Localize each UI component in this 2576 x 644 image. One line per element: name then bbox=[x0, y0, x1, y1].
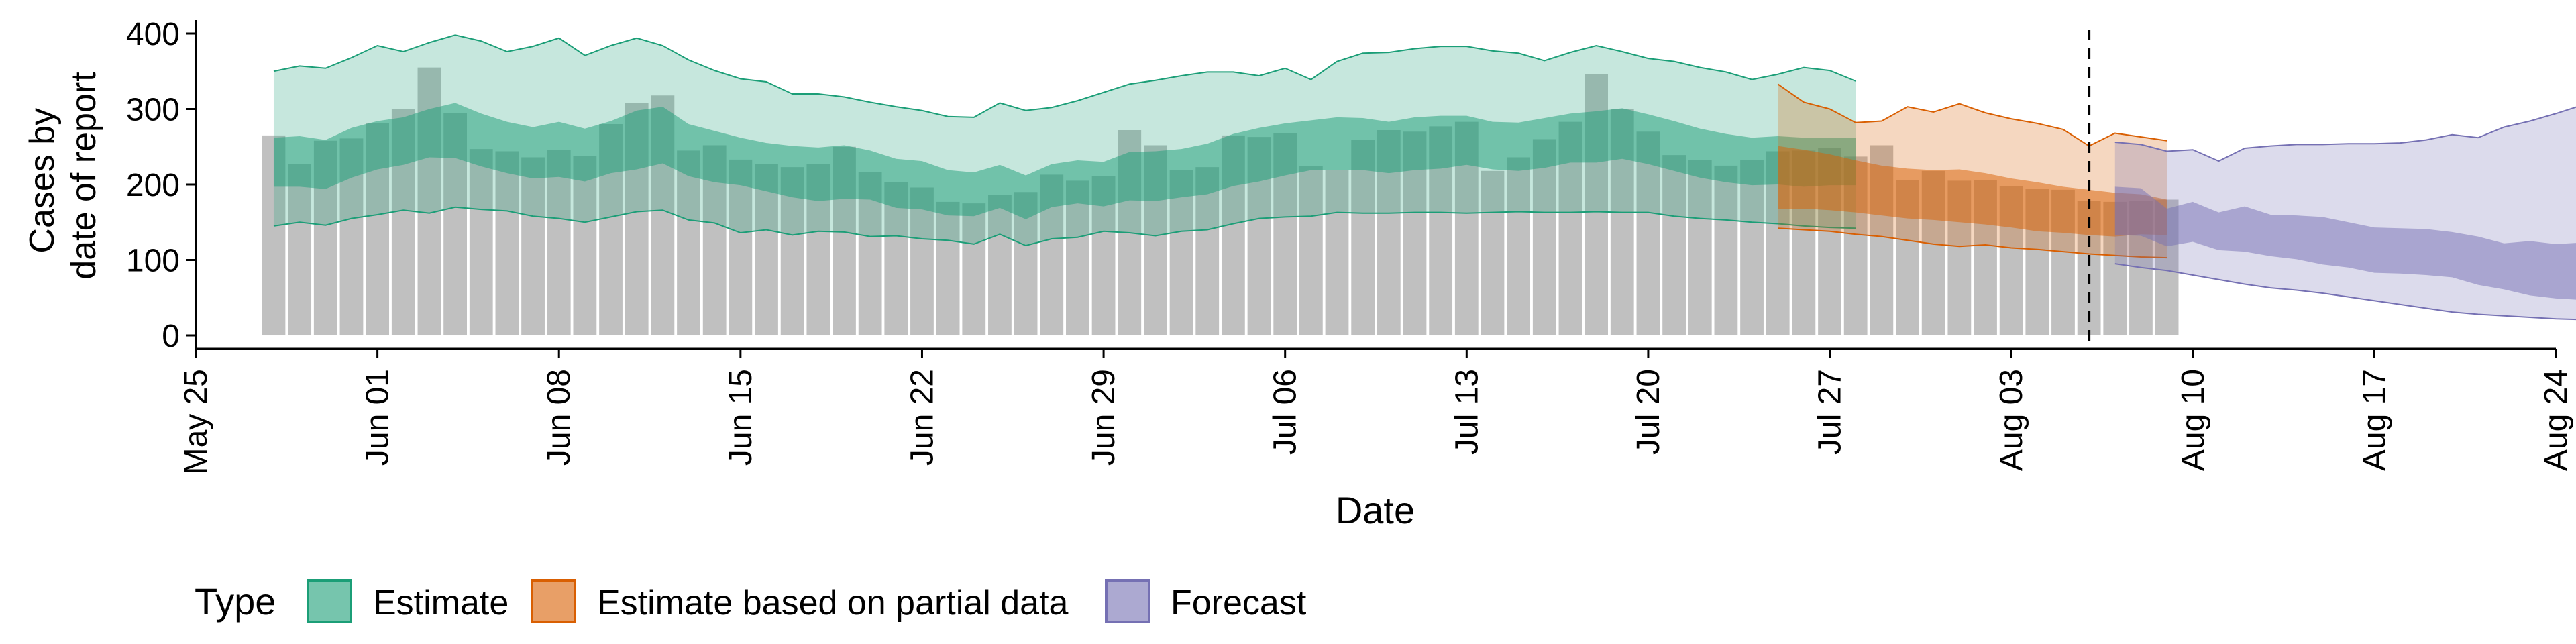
x-axis-title: Date bbox=[1336, 489, 1415, 531]
band-lower-line-forecast bbox=[2114, 263, 2576, 321]
band-inner-estimate bbox=[273, 103, 1856, 219]
bar bbox=[988, 195, 1012, 335]
band-upper-line-forecast bbox=[2114, 106, 2576, 162]
y-axis-title-line-1: Cases by bbox=[23, 108, 62, 254]
bar bbox=[1714, 165, 1738, 336]
band-inner-forecast bbox=[2114, 186, 2576, 300]
band-lower-line-estimate bbox=[273, 206, 1856, 247]
legend-title: Type bbox=[195, 580, 276, 623]
legend: Type Estimate Estimate based on partial … bbox=[195, 579, 1307, 623]
bar bbox=[1507, 157, 1531, 335]
x-tick-label: Jun 08 bbox=[541, 369, 577, 466]
bar bbox=[677, 150, 700, 336]
bar bbox=[521, 157, 545, 335]
bar bbox=[495, 151, 519, 335]
y-tick-label: 400 bbox=[126, 17, 180, 52]
bar bbox=[547, 150, 571, 335]
x-tick-label: Jul 27 bbox=[1813, 369, 1848, 455]
x-tick-label: Jul 06 bbox=[1268, 369, 1303, 455]
x-tick-label: May 25 bbox=[178, 369, 214, 474]
x-tick-label: Aug 17 bbox=[2357, 369, 2392, 471]
band-lower-line-partial bbox=[1778, 227, 2167, 259]
bar bbox=[1351, 140, 1375, 336]
bar bbox=[1662, 155, 1686, 336]
y-tick-label: 200 bbox=[126, 168, 180, 203]
x-tick-label: Aug 24 bbox=[2538, 369, 2574, 471]
bar bbox=[1325, 170, 1349, 336]
bands-layer bbox=[273, 34, 2576, 321]
x-tick-label: Aug 03 bbox=[1994, 369, 2029, 471]
bar bbox=[729, 159, 753, 336]
bar bbox=[469, 149, 493, 336]
bar bbox=[1066, 180, 1089, 336]
axes-layer: 0 100 200 300 400 May 25 Jun 01 Jun 08 Jun 15 Ju… bbox=[126, 17, 2574, 474]
band-inner-partial bbox=[1778, 146, 2167, 237]
bar bbox=[1688, 160, 1712, 335]
legend-label-forecast: Forecast bbox=[1171, 584, 1307, 623]
legend-key-forecast bbox=[1105, 579, 1150, 623]
legend-key-partial bbox=[531, 579, 576, 623]
x-tick-label: Jul 20 bbox=[1631, 369, 1666, 455]
x-ticks: May 25 Jun 01 Jun 08 Jun 15 Jun 22 Jun 29 Jul … bbox=[178, 349, 2574, 474]
y-ticks: 0 100 200 300 400 bbox=[126, 17, 196, 354]
y-axis-title-line-2: date of report bbox=[64, 72, 103, 280]
band-upper-line-estimate bbox=[273, 34, 1856, 118]
x-tick-label: Jul 13 bbox=[1449, 369, 1485, 455]
y-tick-label: 100 bbox=[126, 244, 180, 279]
y-tick-label: 300 bbox=[126, 93, 180, 128]
band-outer-estimate bbox=[273, 35, 1856, 246]
bar bbox=[962, 203, 986, 336]
x-tick-label: Jun 01 bbox=[360, 369, 396, 466]
bar bbox=[1740, 160, 1764, 335]
bar bbox=[1299, 166, 1323, 335]
legend-key-estimate bbox=[307, 579, 352, 623]
x-tick-label: Aug 10 bbox=[2176, 369, 2211, 471]
y-axis-title: Cases by date of report bbox=[23, 72, 103, 280]
bar bbox=[1481, 170, 1505, 335]
x-tick-label: Jun 15 bbox=[723, 369, 759, 466]
legend-label-estimate: Estimate bbox=[373, 584, 508, 623]
bar bbox=[573, 156, 597, 335]
band-upper-line-partial bbox=[1777, 83, 2167, 147]
bar bbox=[936, 201, 960, 336]
bar bbox=[910, 187, 934, 335]
y-tick-label: 0 bbox=[162, 319, 180, 354]
x-tick-label: Jun 22 bbox=[904, 369, 940, 466]
legend-label-partial: Estimate based on partial data bbox=[597, 584, 1069, 623]
bar bbox=[288, 164, 312, 336]
x-tick-label: Jun 29 bbox=[1086, 369, 1122, 466]
bar bbox=[1532, 139, 1556, 335]
